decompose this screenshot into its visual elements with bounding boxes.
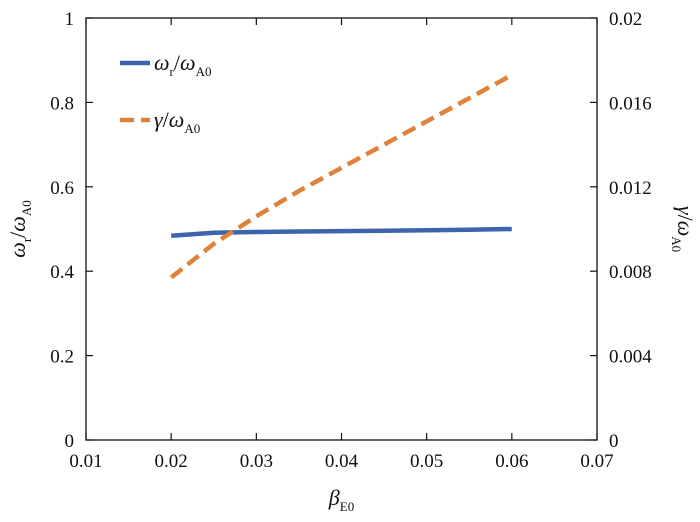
x-axis-label-sub: E0 xyxy=(340,499,354,514)
y-left-tick-label: 0 xyxy=(65,431,75,452)
legend-label: ωr/ωA0 xyxy=(154,50,211,79)
x-tick-label: 0.07 xyxy=(580,451,613,472)
y-right-tick-label: 0 xyxy=(609,431,619,452)
gamma-series-line xyxy=(169,73,513,280)
y-left-tick-labels: 0 0.2 0.4 0.6 0.8 1 xyxy=(50,9,74,452)
tick-marks xyxy=(85,17,598,441)
y-left-label-den: ω xyxy=(5,216,30,232)
x-axis-label: βE0 xyxy=(328,485,354,514)
x-tick-label: 0.01 xyxy=(69,451,102,472)
y-right-tick-labels: 0 0.004 0.008 0.012 0.016 0.02 xyxy=(609,9,652,452)
legend: ωr/ωA0 γ/ωA0 xyxy=(120,50,211,136)
y-left-tick-label: 1 xyxy=(65,9,75,30)
y-right-tick-label: 0.016 xyxy=(609,93,652,114)
y-right-tick-label: 0.008 xyxy=(609,262,652,283)
y-right-label-den-sub: A0 xyxy=(669,236,684,252)
omega-r-series-line xyxy=(171,226,512,239)
y-left-label-num-sub: r xyxy=(19,237,34,242)
legend-label: γ/ωA0 xyxy=(154,107,200,136)
x-tick-label: 0.04 xyxy=(325,451,359,472)
x-tick-labels: 0.01 0.02 0.03 0.04 0.05 0.06 0.07 xyxy=(69,451,613,472)
y-right-tick-label: 0.012 xyxy=(609,178,652,199)
y-right-label-num: γ xyxy=(673,206,698,216)
y-right-tick-label: 0.02 xyxy=(609,9,642,30)
y-left-label-num: ω xyxy=(5,242,30,258)
series-layer xyxy=(169,73,513,280)
y-left-tick-label: 0.2 xyxy=(50,347,74,368)
x-axis-label-base: β xyxy=(328,485,340,510)
y-right-label-den: ω xyxy=(673,221,698,237)
x-tick-label: 0.05 xyxy=(410,451,443,472)
x-tick-label: 0.02 xyxy=(155,451,188,472)
y-left-axis-label: ωr/ωA0 xyxy=(5,200,34,257)
y-right-tick-label: 0.004 xyxy=(609,347,652,368)
y-left-label-den-sub: A0 xyxy=(19,200,34,216)
x-tick-label: 0.06 xyxy=(495,451,528,472)
y-left-tick-label: 0.4 xyxy=(50,262,74,283)
y-right-axis-label: γ/ωA0 xyxy=(669,206,698,252)
x-tick-label: 0.03 xyxy=(240,451,273,472)
y-left-tick-label: 0.8 xyxy=(50,93,74,114)
y-left-tick-label: 0.6 xyxy=(50,178,74,199)
